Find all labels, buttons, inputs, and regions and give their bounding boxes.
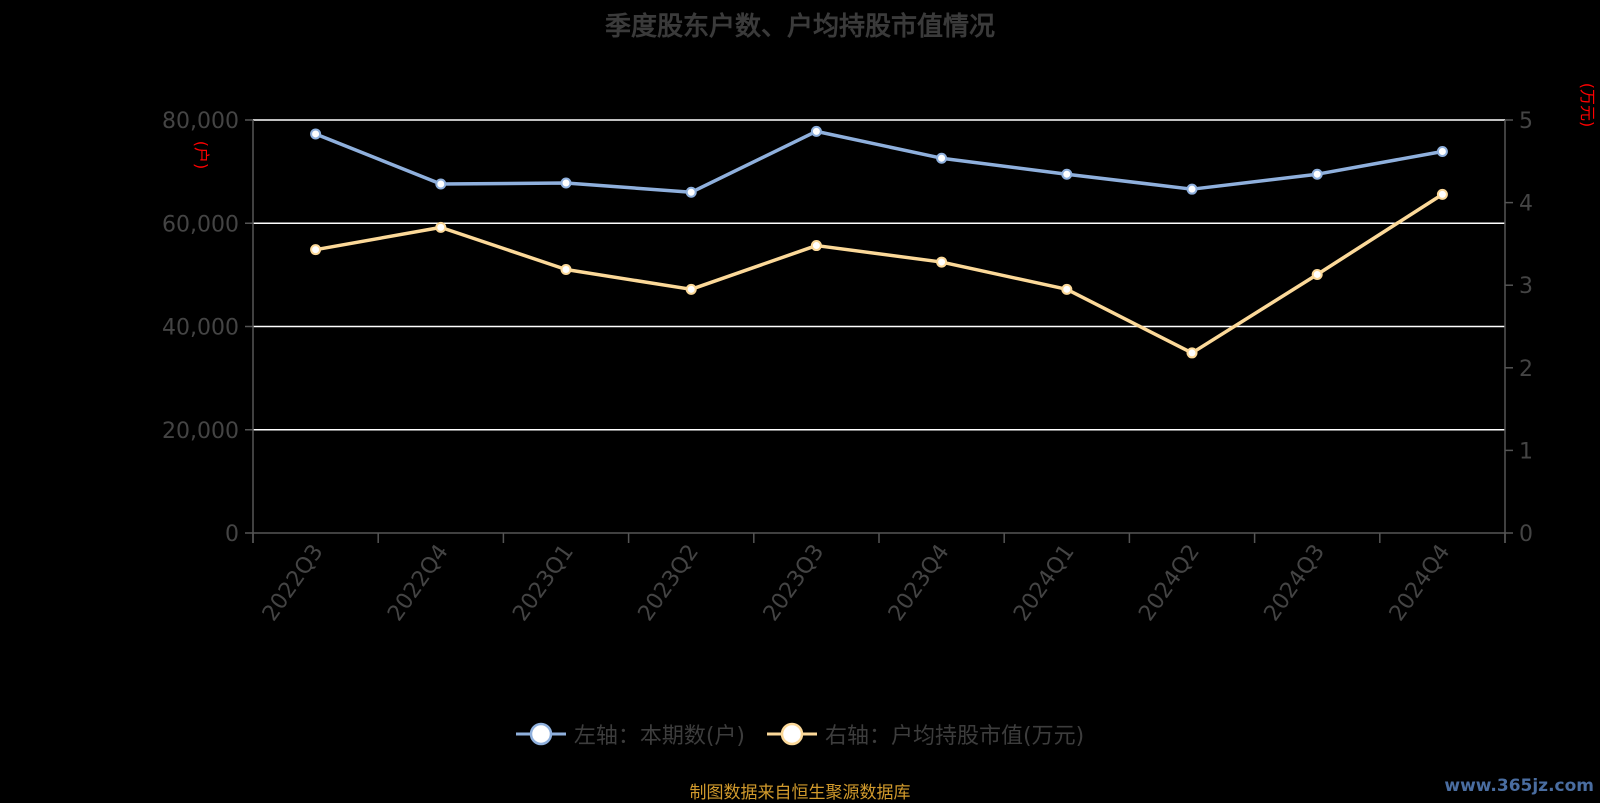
data-point-left[interactable] (310, 128, 322, 140)
data-point-right[interactable] (1436, 188, 1448, 200)
y-left-tick-label: 60,000 (162, 212, 239, 237)
data-point-left[interactable] (1186, 183, 1198, 195)
y-left-tick-label: 20,000 (162, 419, 239, 444)
data-point-right[interactable] (310, 244, 322, 256)
y-right-tick-label: 4 (1519, 192, 1533, 217)
grid-lines (253, 119, 1505, 431)
data-point-left[interactable] (1311, 168, 1323, 180)
legend-item-right-series[interactable]: 右轴：户均持股市值(万元) (767, 718, 1084, 750)
y-left-tick-label: 80,000 (162, 109, 239, 134)
data-point-left[interactable] (810, 125, 822, 137)
x-tick-label: 2022Q3 (258, 540, 329, 626)
x-tick-label: 2023Q1 (508, 540, 579, 626)
y-right-tick-label: 5 (1519, 109, 1533, 134)
series-line-left (314, 129, 1443, 195)
x-tick-label: 2022Q4 (383, 540, 454, 626)
y-right-unit-label: (万元) (1578, 83, 1597, 128)
legend: 左轴：本期数(户) 右轴：户均持股市值(万元) (0, 718, 1600, 750)
data-point-right[interactable] (560, 264, 572, 276)
data-point-left[interactable] (435, 178, 447, 190)
data-point-left[interactable] (560, 177, 572, 189)
data-point-right[interactable] (810, 240, 822, 252)
series-line-right (315, 192, 1444, 355)
y-right-tick-label: 0 (1519, 522, 1533, 547)
y-left-tick-label: 40,000 (162, 316, 239, 341)
y-left-unit-label: (户) (192, 141, 211, 170)
axes: 0 20,000 40,000 60,000 80,000 0 1 2 3 4 5 (户) (万元) (162, 83, 1597, 547)
data-point-right[interactable] (936, 256, 948, 268)
data-point-right[interactable] (1186, 347, 1198, 359)
y-right-tick-label: 3 (1519, 274, 1533, 299)
legend-label-right: 右轴：户均持股市值(万元) (825, 724, 1085, 749)
x-tick-label: 2023Q3 (759, 540, 830, 626)
x-tick-label: 2024Q4 (1385, 540, 1456, 626)
y-left-tick-label: 0 (225, 522, 239, 547)
x-tick-label: 2024Q2 (1134, 540, 1205, 626)
x-tick-label: 2023Q4 (884, 540, 955, 626)
data-point-left[interactable] (1436, 145, 1448, 157)
legend-label-left: 左轴：本期数(户) (573, 724, 745, 749)
series-lines (314, 129, 1444, 355)
data-point-left[interactable] (1061, 168, 1073, 180)
data-points (310, 125, 1448, 359)
x-tick-label: 2023Q2 (634, 540, 705, 626)
data-point-left[interactable] (685, 186, 697, 198)
legend-item-left-series[interactable]: 左轴：本期数(户) (515, 718, 745, 750)
legend-swatch-right-icon (767, 722, 817, 746)
y-right-tick-label: 1 (1519, 439, 1533, 464)
legend-swatch-left-icon (515, 722, 566, 746)
source-note: 制图数据来自恒生聚源数据库 (689, 783, 911, 803)
y-right-tick-label: 2 (1519, 357, 1533, 382)
data-point-right[interactable] (685, 283, 697, 295)
watermark: www.365jz.com (1444, 776, 1594, 796)
data-point-right[interactable] (1311, 268, 1323, 280)
x-tick-label: 2024Q1 (1009, 540, 1080, 626)
data-point-right[interactable] (435, 221, 447, 233)
chart-title: 季度股东户数、户均持股市值情况 (604, 12, 995, 42)
data-point-left[interactable] (936, 152, 948, 164)
x-tick-labels: 2022Q3 2022Q4 2023Q1 2023Q2 2023Q3 2023Q4 2024… (258, 540, 1455, 626)
data-point-right[interactable] (1061, 283, 1073, 295)
x-tick-label: 2024Q3 (1260, 540, 1331, 626)
